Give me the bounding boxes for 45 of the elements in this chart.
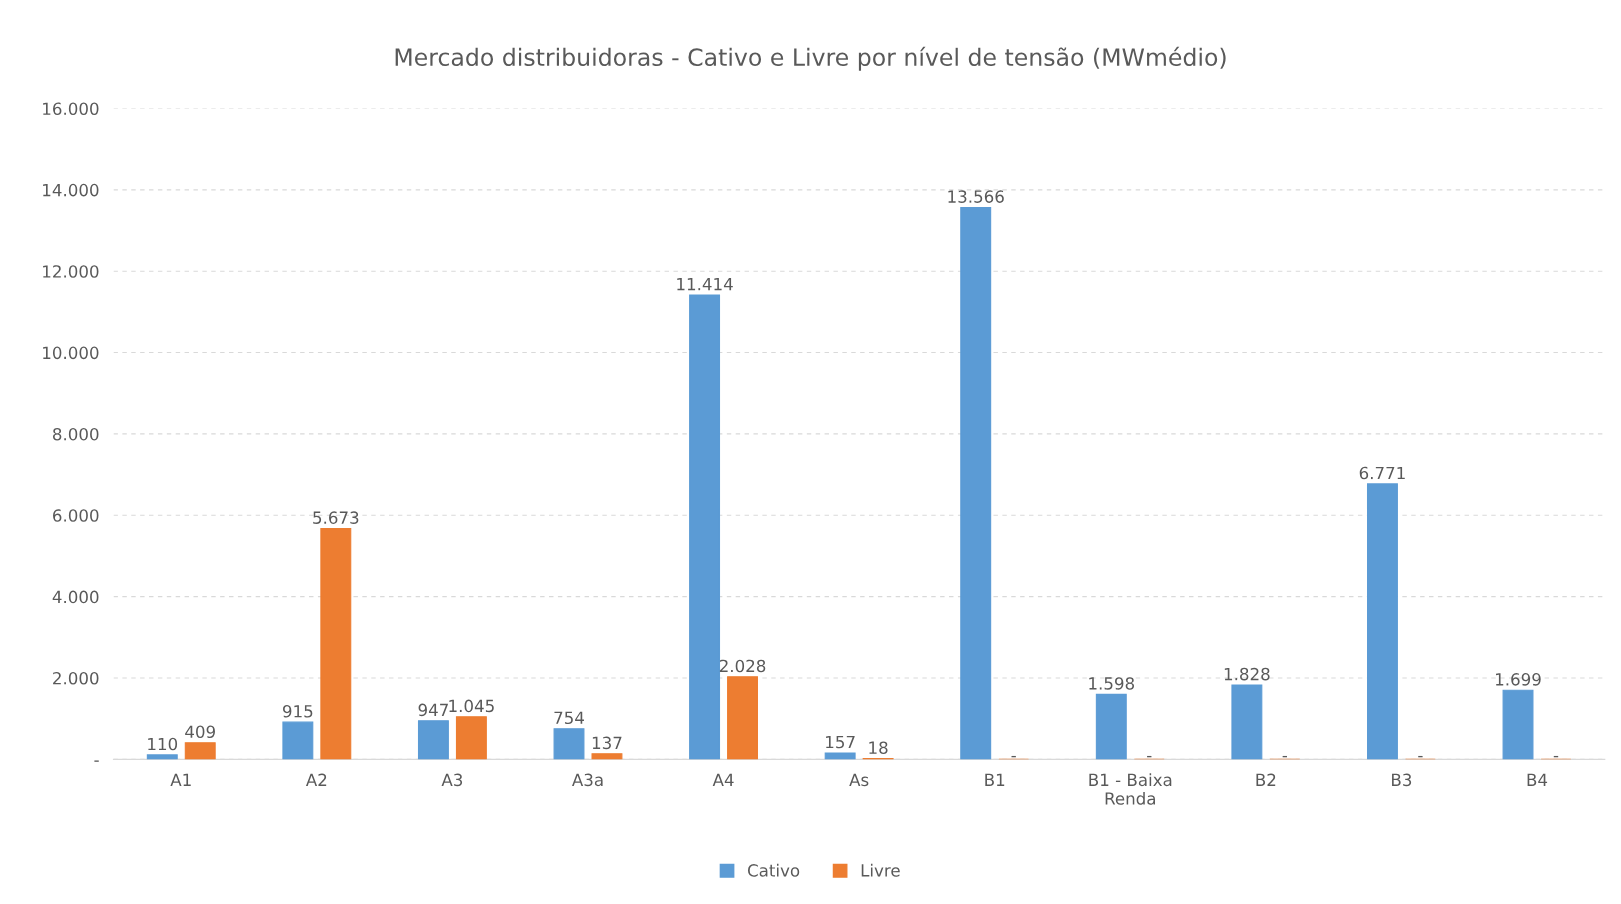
y-tick-label: 16.000 — [43, 102, 99, 116]
legend-label: Livre — [861, 863, 900, 877]
data-label: 18 — [869, 741, 888, 755]
x-tick-label: B2 — [1256, 773, 1276, 786]
data-label: - — [1418, 755, 1423, 758]
x-tick-label: B3 — [1392, 773, 1412, 787]
data-label: 409 — [185, 725, 215, 739]
chart-title: Mercado distribuidoras - Cativo e Livre por nível de tensão (MWmédio) — [395, 46, 1226, 71]
data-label: 1.828 — [1224, 667, 1270, 681]
data-label: 1.045 — [449, 699, 494, 713]
x-tick-label: A2 — [305, 773, 327, 786]
y-tick-label: 4.000 — [52, 590, 99, 604]
x-tick-label: A3 — [441, 773, 463, 787]
data-label: 110 — [148, 737, 178, 751]
data-label: - — [1011, 755, 1016, 758]
y-tick-label: 6.000 — [53, 509, 99, 522]
x-tick-label: As — [849, 773, 869, 787]
data-label: - — [1147, 755, 1152, 758]
y-tick-label: - — [94, 760, 99, 762]
data-label: 11.414 — [677, 278, 733, 291]
data-label: - — [1282, 755, 1288, 758]
data-label: 5.673 — [313, 511, 359, 524]
data-label: 754 — [554, 711, 584, 725]
y-tick-label: 12.000 — [43, 265, 99, 278]
x-tick-label: B1 — [985, 773, 1005, 786]
data-label: - — [1553, 755, 1559, 758]
y-tick-label: 14.000 — [43, 183, 99, 197]
data-label: 2.028 — [719, 659, 766, 673]
data-label: 137 — [592, 736, 622, 750]
data-label: 13.566 — [948, 190, 1004, 203]
data-label: 915 — [282, 704, 313, 718]
data-label: 1.598 — [1089, 677, 1135, 690]
x-tick-label: B4 — [1527, 773, 1548, 786]
y-tick-label: 8.000 — [53, 427, 99, 441]
legend-label: Cativo — [747, 863, 800, 877]
data-label: 947 — [418, 703, 448, 717]
y-tick-label: 10.000 — [43, 346, 99, 360]
data-label: 157 — [826, 735, 855, 749]
x-tick-label: A3a — [572, 773, 603, 787]
data-label: 1.699 — [1496, 673, 1541, 686]
y-tick-label: 2.000 — [53, 671, 99, 685]
data-label: 6.771 — [1359, 466, 1405, 480]
x-tick-label: A4 — [712, 773, 734, 786]
x-tick-label: B1 - Baixa Renda — [1089, 773, 1172, 805]
x-tick-label: A1 — [170, 773, 191, 786]
